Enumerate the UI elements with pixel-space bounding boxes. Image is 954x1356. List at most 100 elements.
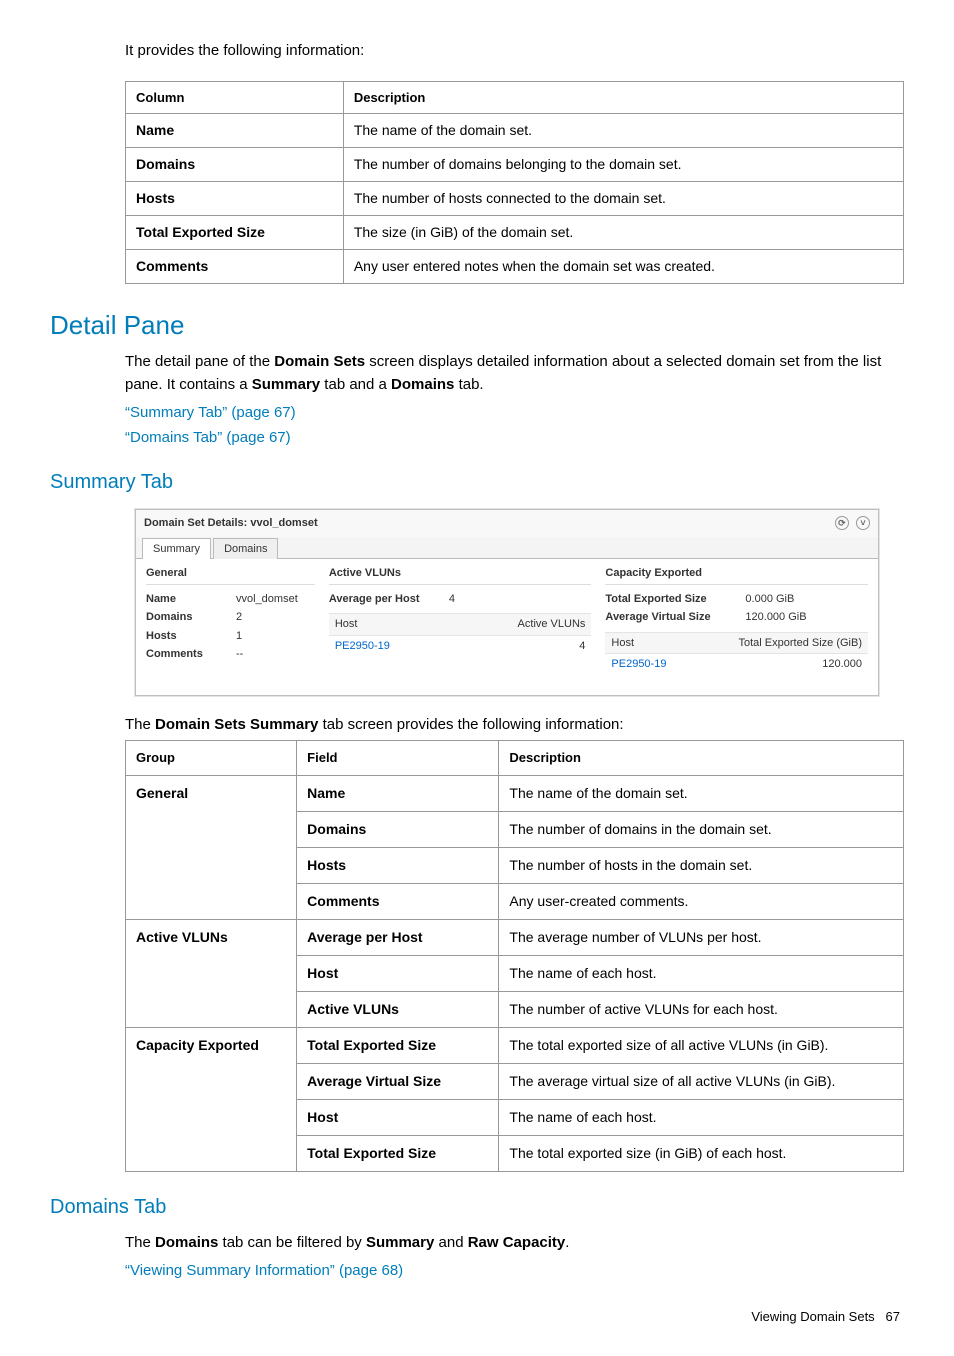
detail-pane-paragraph: The detail pane of the Domain Sets scree… (125, 351, 904, 396)
field-cell: Total Exported Size (297, 1027, 499, 1063)
kv-val: 2 (236, 609, 242, 626)
th-field: Field (297, 741, 499, 776)
text-bold: Domain Sets (274, 353, 365, 370)
cell-desc: The number of domains belonging to the d… (343, 148, 903, 182)
cell-desc: The number of hosts connected to the dom… (343, 182, 903, 216)
desc-cell: The name of the domain set. (499, 775, 904, 811)
capacity-exported-column: Capacity Exported Total Exported Size0.0… (605, 565, 868, 675)
general-title: General (146, 565, 315, 585)
panel-tabs: Summary Domains (136, 537, 878, 560)
cell-col-name: Comments (126, 250, 344, 284)
panel-title: Domain Set Details: vvol_domset (144, 515, 318, 532)
text-frag: . (565, 1234, 569, 1251)
general-column: General Namevvol_domset Domains2 Hosts1 … (146, 565, 315, 675)
kv-val: 1 (236, 628, 242, 645)
group-cell: Active VLUNs (126, 919, 297, 1027)
text-bold: Domains (391, 376, 454, 393)
th-column: Column (126, 81, 344, 114)
field-cell: Active VLUNs (297, 991, 499, 1027)
field-cell: Average per Host (297, 919, 499, 955)
text-bold: Raw Capacity (468, 1234, 566, 1251)
desc-cell: The total exported size of all active VL… (499, 1027, 904, 1063)
detail-pane-heading: Detail Pane (50, 306, 904, 345)
exported-size-cell: 120.000 (692, 654, 868, 675)
capacity-title: Capacity Exported (605, 565, 868, 585)
text-frag: tab. (454, 376, 483, 393)
field-cell: Average Virtual Size (297, 1063, 499, 1099)
capacity-table: Host Total Exported Size (GiB) PE2950-19… (605, 632, 868, 675)
field-cell: Host (297, 955, 499, 991)
text-frag: tab and a (320, 376, 391, 393)
host-link[interactable]: PE2950-19 (335, 640, 390, 652)
cell-col-name: Hosts (126, 182, 344, 216)
host-link[interactable]: PE2950-19 (611, 658, 666, 670)
kv-key: Hosts (146, 628, 236, 645)
mini-th-exported-size[interactable]: Total Exported Size (GiB) (692, 632, 868, 654)
kv-val: 120.000 GiB (745, 609, 806, 626)
kv-key: Total Exported Size (605, 591, 745, 608)
desc-cell: The number of hosts in the domain set. (499, 847, 904, 883)
group-field-description-table: Group Field Description General Name The… (125, 740, 904, 1172)
mini-th-host[interactable]: Host (329, 614, 449, 636)
text-bold: Summary (366, 1234, 434, 1251)
footer-text: Viewing Domain Sets (751, 1309, 874, 1324)
field-cell: Total Exported Size (297, 1135, 499, 1171)
cell-desc: The name of the domain set. (343, 114, 903, 148)
desc-cell: The number of active VLUNs for each host… (499, 991, 904, 1027)
domain-set-details-panel: Domain Set Details: vvol_domset ⟳ ˅ Summ… (135, 509, 879, 696)
kv-key: Name (146, 591, 236, 608)
mini-th-host[interactable]: Host (605, 632, 692, 654)
th-group: Group (126, 741, 297, 776)
text-frag: The detail pane of the (125, 353, 274, 370)
text-frag: and (434, 1234, 467, 1251)
desc-cell: The name of each host. (499, 1099, 904, 1135)
text-bold: Domains (155, 1234, 218, 1251)
tab-domains[interactable]: Domains (213, 538, 278, 560)
text-frag: tab can be filtered by (218, 1234, 366, 1251)
page-footer: Viewing Domain Sets 67 (50, 1307, 904, 1327)
cell-col-name: Name (126, 114, 344, 148)
desc-cell: The average virtual size of all active V… (499, 1063, 904, 1099)
kv-val: -- (236, 646, 243, 663)
expand-icon[interactable]: ˅ (856, 516, 870, 530)
field-cell: Domains (297, 811, 499, 847)
domains-tab-paragraph: The Domains tab can be filtered by Summa… (125, 1232, 904, 1255)
summary-tab-heading: Summary Tab (50, 467, 904, 497)
desc-cell: Any user-created comments. (499, 883, 904, 919)
avg-per-host-value: 4 (449, 591, 455, 608)
cell-col-name: Domains (126, 148, 344, 182)
link-domains-tab[interactable]: “Domains Tab” (page 67) (125, 429, 291, 446)
field-cell: Hosts (297, 847, 499, 883)
link-summary-tab[interactable]: “Summary Tab” (page 67) (125, 404, 296, 421)
text-frag: tab screen provides the following inform… (318, 716, 623, 733)
active-vluns-table: Host Active VLUNs PE2950-19 4 (329, 613, 592, 656)
active-vluns-column: Active VLUNs Average per Host 4 Host Act… (329, 565, 592, 675)
kv-key: Domains (146, 609, 236, 626)
text-frag: The (125, 716, 155, 733)
group-cell: General (126, 775, 297, 919)
kv-key: Average Virtual Size (605, 609, 745, 626)
group-cell: Capacity Exported (126, 1027, 297, 1171)
desc-cell: The number of domains in the domain set. (499, 811, 904, 847)
desc-cell: The total exported size (in GiB) of each… (499, 1135, 904, 1171)
summary-tab-after-para: The Domain Sets Summary tab screen provi… (125, 714, 904, 737)
collapse-icon[interactable]: ⟳ (835, 516, 849, 530)
cell-desc: The size (in GiB) of the domain set. (343, 216, 903, 250)
kv-val: vvol_domset (236, 591, 298, 608)
desc-cell: The name of each host. (499, 955, 904, 991)
field-cell: Host (297, 1099, 499, 1135)
column-description-table: Column Description NameThe name of the d… (125, 81, 904, 285)
mini-th-active-vluns[interactable]: Active VLUNs (449, 614, 592, 636)
th-description: Description (343, 81, 903, 114)
text-bold: Domain Sets Summary (155, 716, 318, 733)
tab-summary[interactable]: Summary (142, 538, 211, 560)
field-cell: Name (297, 775, 499, 811)
cell-col-name: Total Exported Size (126, 216, 344, 250)
intro-text: It provides the following information: (125, 40, 904, 63)
footer-page-number: 67 (886, 1309, 900, 1324)
kv-key: Comments (146, 646, 236, 663)
desc-cell: The average number of VLUNs per host. (499, 919, 904, 955)
active-vluns-title: Active VLUNs (329, 565, 592, 585)
text-bold: Summary (252, 376, 320, 393)
active-vluns-cell: 4 (449, 635, 592, 656)
